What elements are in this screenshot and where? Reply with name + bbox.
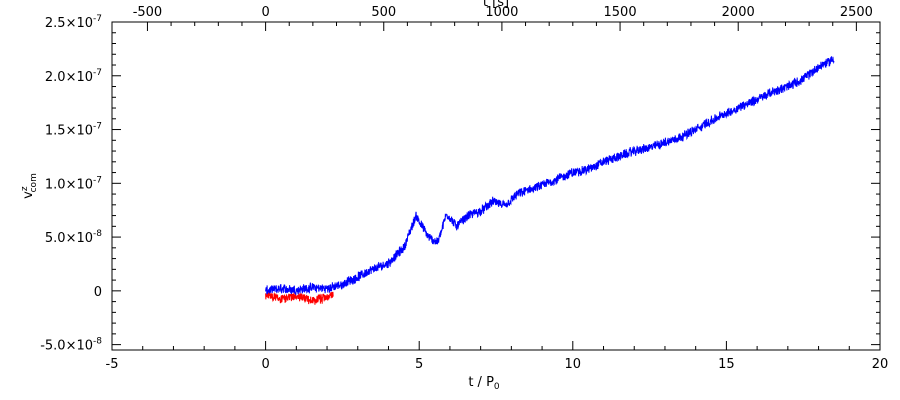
y-tick-label: 0 [94, 285, 102, 300]
y-tick-label: 2.0×10-7 [45, 68, 102, 85]
x-tick-label: 15 [718, 357, 735, 372]
x-tick-label: -5 [106, 357, 119, 372]
y-axis-label: vzcom [20, 173, 39, 199]
y-tick-label: 2.5×10-7 [45, 14, 102, 31]
top-tick-label: 0 [261, 5, 269, 20]
top-tick-label: -500 [133, 5, 163, 20]
x-tick-label: 5 [415, 357, 423, 372]
top-tick-label: 1000 [485, 5, 518, 20]
axis-ticks [111, 21, 881, 350]
top-axis-label: t [s] [483, 0, 509, 10]
series-line-1 [265, 291, 334, 305]
series-line-2 [265, 56, 835, 296]
top-tick-label: 2000 [722, 5, 755, 20]
y-tick-label: 1.0×10-7 [45, 175, 102, 192]
top-tick-label: 1500 [604, 5, 637, 20]
x-axis-label: t / P0 [468, 375, 500, 392]
plot-frame [111, 21, 881, 351]
x-tick-label: 10 [565, 357, 582, 372]
top-tick-label: 500 [371, 5, 396, 20]
x-tick-label: 20 [872, 357, 889, 372]
y-tick-label: -5.0×10-8 [40, 337, 102, 354]
tick-labels: -5 0 5 10 15 20 -500 0 500 1000 1500 2000 2500 -5.0×1… [40, 5, 888, 372]
series-layer [265, 56, 835, 305]
top-tick-label: 2500 [840, 5, 873, 20]
x-tick-label: 0 [261, 357, 269, 372]
y-tick-label: 5.0×10-8 [45, 229, 102, 246]
y-tick-label: 1.5×10-7 [45, 122, 102, 139]
